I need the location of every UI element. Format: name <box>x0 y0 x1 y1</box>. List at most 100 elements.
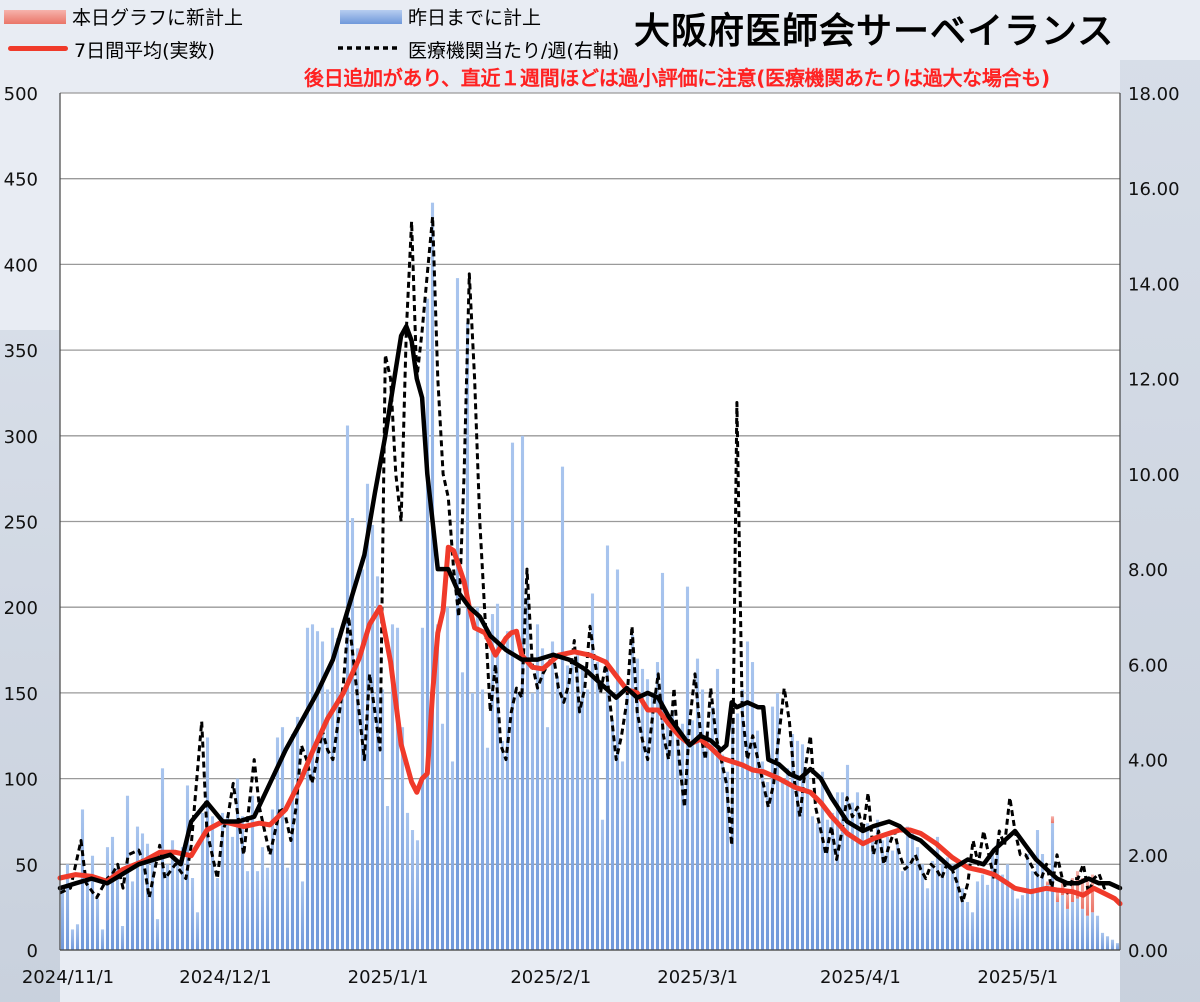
y-left-tick-50: 50 <box>15 855 38 876</box>
bar-prior-160 <box>860 823 865 950</box>
bar-prior-44 <box>280 727 285 950</box>
bar-prior-103 <box>575 655 580 950</box>
bar-prior-69 <box>405 812 410 950</box>
bar-prior-138 <box>750 662 755 950</box>
bar-prior-78 <box>450 761 455 950</box>
bar-prior-191 <box>1015 898 1020 950</box>
bar-prior-75 <box>435 624 440 950</box>
bar-prior-51 <box>315 631 320 950</box>
y-right-tick-16.00: 16.00 <box>1128 179 1180 200</box>
y-right-tick-14.00: 14.00 <box>1128 274 1180 295</box>
bar-prior-117 <box>645 679 650 950</box>
bar-prior-96 <box>540 648 545 950</box>
bar-prior-8 <box>100 929 105 950</box>
bar-prior-139 <box>755 730 760 950</box>
bar-prior-163 <box>875 819 880 950</box>
bar-prior-176 <box>940 864 945 950</box>
bar-prior-157 <box>845 764 850 950</box>
bar-prior-140 <box>760 761 765 950</box>
bar-prior-85 <box>485 747 490 950</box>
bar-prior-210 <box>1110 939 1115 950</box>
legend-swatch-new-bar <box>4 10 66 24</box>
bar-prior-65 <box>385 806 390 950</box>
bar-prior-202 <box>1070 902 1075 950</box>
bar-prior-119 <box>655 662 660 950</box>
legend-label-prior-bar: 昨日までに計上 <box>408 7 542 29</box>
bar-prior-87 <box>495 603 500 950</box>
legend-label-new-bar: 本日グラフに新計上 <box>72 7 244 29</box>
axes: 0 50 100 150 200 250 300 350 400 450 500 0.00 2.00 4.… <box>4 84 1180 988</box>
bar-prior-158 <box>850 802 855 950</box>
bar-prior-11 <box>115 867 120 950</box>
bar-prior-173 <box>925 888 930 950</box>
bar-prior-209 <box>1105 936 1110 950</box>
bar-prior-179 <box>955 860 960 950</box>
x-tick-2025/3/1: 2025/3/1 <box>657 967 738 988</box>
x-tick-2024/12/1: 2024/12/1 <box>179 967 271 988</box>
bar-prior-211 <box>1115 943 1120 950</box>
bar-prior-81 <box>465 322 470 950</box>
bar-prior-24 <box>180 847 185 950</box>
bar-prior-34 <box>230 836 235 950</box>
bar-prior-77 <box>445 607 450 950</box>
bar-prior-199 <box>1055 902 1060 950</box>
bar-prior-181 <box>965 902 970 950</box>
bar-prior-38 <box>250 795 255 950</box>
x-tick-2024/11/1: 2024/11/1 <box>22 967 114 988</box>
bar-prior-30 <box>210 816 215 950</box>
bar-prior-63 <box>375 576 380 950</box>
bar-prior-9 <box>105 847 110 950</box>
bar-prior-116 <box>640 668 645 950</box>
bar-prior-95 <box>535 624 540 950</box>
bar-prior-197 <box>1045 884 1050 950</box>
bar-prior-15 <box>135 826 140 950</box>
bar-prior-135 <box>735 713 740 950</box>
bar-prior-36 <box>240 816 245 950</box>
bar-prior-62 <box>370 524 375 950</box>
bar-prior-178 <box>950 864 955 950</box>
bar-prior-127 <box>695 658 700 950</box>
bar-prior-91 <box>515 692 520 950</box>
bar-prior-83 <box>475 607 480 950</box>
bar-prior-149 <box>805 771 810 950</box>
bar-prior-168 <box>900 871 905 950</box>
background-building-right <box>1120 60 1200 1002</box>
bar-new-205 <box>1085 881 1090 916</box>
bar-prior-152 <box>820 771 825 950</box>
bar-prior-141 <box>765 782 770 950</box>
chart-title: 大阪府医師会サーベイランス <box>634 11 1115 52</box>
bar-prior-37 <box>245 871 250 950</box>
bar-prior-17 <box>145 843 150 950</box>
bar-prior-26 <box>190 878 195 950</box>
line-series <box>57 215 1123 907</box>
bar-prior-205 <box>1085 915 1090 950</box>
bar-prior-189 <box>1005 864 1010 950</box>
bar-prior-162 <box>870 836 875 950</box>
bar-prior-12 <box>120 926 125 950</box>
line-per-institution-smoothed <box>57 324 1123 891</box>
bar-prior-190 <box>1010 888 1015 950</box>
bar-prior-177 <box>945 857 950 950</box>
bar-prior-128 <box>700 689 705 950</box>
bar-prior-133 <box>725 771 730 950</box>
bar-prior-50 <box>310 624 315 950</box>
bar-prior-185 <box>985 884 990 950</box>
bar-prior-5 <box>85 881 90 950</box>
bar-prior-134 <box>730 723 735 950</box>
bar-prior-97 <box>545 727 550 950</box>
bar-prior-192 <box>1020 895 1025 950</box>
bar-prior-82 <box>470 692 475 950</box>
bar-prior-104 <box>580 665 585 950</box>
bar-prior-67 <box>395 627 400 950</box>
bar-prior-206 <box>1090 912 1095 950</box>
bar-prior-99 <box>555 675 560 950</box>
bar-prior-164 <box>880 840 885 950</box>
bar-prior-72 <box>420 627 425 950</box>
bar-prior-70 <box>410 830 415 950</box>
bar-prior-90 <box>510 442 515 950</box>
bar-prior-123 <box>675 737 680 950</box>
bar-prior-148 <box>800 744 805 950</box>
bar-prior-201 <box>1065 908 1070 950</box>
bar-prior-107 <box>595 662 600 950</box>
bar-prior-6 <box>90 855 95 950</box>
